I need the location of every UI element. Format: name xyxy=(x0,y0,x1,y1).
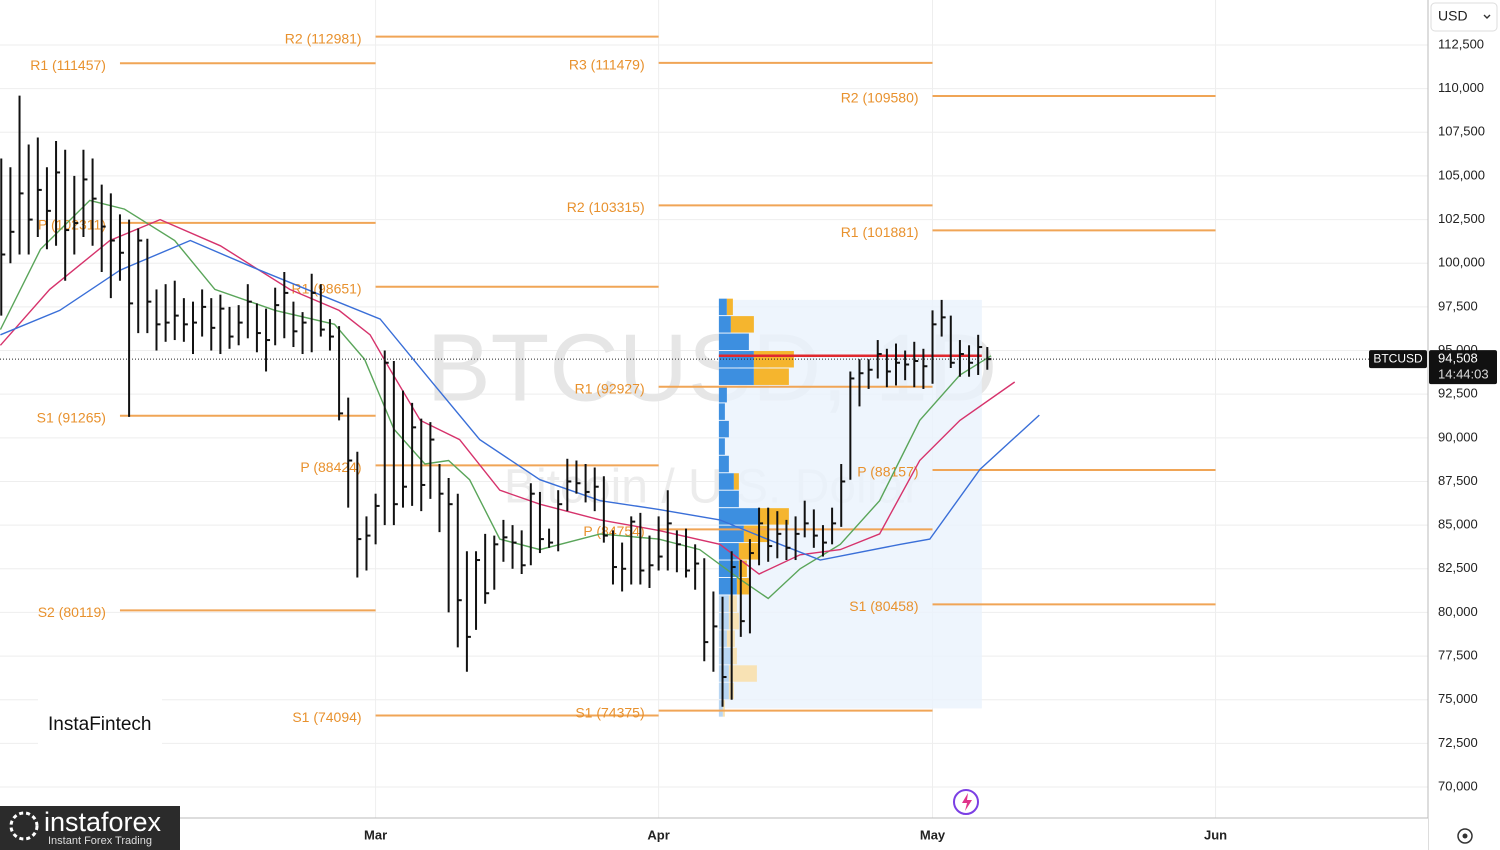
profile-down xyxy=(722,700,725,717)
footer-logo: instaforex xyxy=(44,807,162,837)
logo-box xyxy=(38,686,162,748)
y-tick-label: 90,000 xyxy=(1438,429,1478,444)
profile-up xyxy=(718,368,754,385)
profile-up xyxy=(718,647,731,665)
profile-up xyxy=(718,438,725,455)
profile-up xyxy=(718,455,729,473)
pivot-label: S2 (80119) xyxy=(38,604,106,620)
profile-up xyxy=(718,665,729,682)
pivot-label: P (88424) xyxy=(300,459,361,475)
pivot-label: P (102311) xyxy=(38,217,106,233)
profile-down xyxy=(730,647,737,665)
settings-icon[interactable] xyxy=(1457,828,1473,844)
profile-range xyxy=(718,299,982,709)
x-tick-label: May xyxy=(920,827,946,842)
price-axis-bg xyxy=(1428,0,1500,850)
profile-down xyxy=(726,298,733,316)
y-tick-label: 105,000 xyxy=(1438,167,1485,182)
pivot-label: R2 (103315) xyxy=(567,199,645,215)
pivot-label: R2 (112981) xyxy=(285,30,362,46)
pivot-label: S1 (74375) xyxy=(575,704,644,720)
countdown: 14:44:03 xyxy=(1438,367,1489,382)
y-tick-label: 85,000 xyxy=(1438,517,1478,532)
y-tick-label: 102,500 xyxy=(1438,211,1485,226)
profile-up xyxy=(718,577,737,595)
profile-up xyxy=(718,612,729,630)
profile-up xyxy=(718,351,754,368)
price-tag: 94,508 xyxy=(1438,351,1478,366)
pivot-label: R1 (111457) xyxy=(30,57,106,73)
profile-down xyxy=(728,595,737,612)
x-tick-label: Mar xyxy=(364,827,387,842)
profile-up xyxy=(718,403,725,420)
price-tag-bg xyxy=(1429,350,1497,385)
y-tick-label: 107,500 xyxy=(1438,124,1485,139)
axes: 70,000 72,500 75,000 77,500 80,000 82,500 85,0… xyxy=(364,36,1497,842)
currency-label[interactable]: USD xyxy=(1438,8,1468,24)
profile-up xyxy=(718,700,723,717)
profile-down xyxy=(728,612,739,630)
symbol-tag: BTCUSD xyxy=(1373,351,1423,365)
pivot-label: P (88157) xyxy=(857,464,918,480)
y-tick-label: 75,000 xyxy=(1438,691,1478,706)
profile-up xyxy=(718,508,759,525)
pivot-label: R1 (98651) xyxy=(292,280,362,296)
pivot-label: P (84754) xyxy=(583,523,644,539)
y-tick-label: 97,500 xyxy=(1438,298,1478,313)
y-tick-label: 100,000 xyxy=(1438,255,1485,270)
profile-down xyxy=(730,316,754,333)
profile-down xyxy=(733,473,739,490)
y-tick-label: 82,500 xyxy=(1438,560,1478,575)
profile-down xyxy=(753,368,789,385)
events-bolt xyxy=(962,793,972,811)
profile-up xyxy=(718,682,729,700)
footer-logo-icon xyxy=(9,811,39,841)
profile-up xyxy=(718,560,739,577)
plot-area: R1 (111457) P (102311) S1 (91265) S2 (80119… xyxy=(0,30,1428,725)
y-tick-label: 77,500 xyxy=(1438,648,1478,663)
profile-up xyxy=(718,333,749,351)
logo: InstaFintech xyxy=(48,714,152,735)
symbol-tag-bg xyxy=(1369,350,1427,369)
pivot-label: S1 (91265) xyxy=(37,409,106,425)
pivot-label: R2 (109580) xyxy=(841,90,919,106)
profile-up xyxy=(718,420,729,438)
profile-up xyxy=(718,298,727,316)
profile-up xyxy=(718,385,727,403)
pivot-label: S1 (80458) xyxy=(849,598,918,614)
profile-up xyxy=(718,316,731,333)
pivot-label: R1 (92927) xyxy=(575,380,645,396)
profile-up xyxy=(718,473,734,490)
profile-up xyxy=(718,595,729,612)
y-tick-label: 112,500 xyxy=(1438,36,1484,51)
pivot-label: R1 (101881) xyxy=(841,224,919,240)
y-tick-label: 87,500 xyxy=(1438,473,1478,488)
profile-down xyxy=(738,560,747,577)
profile-down xyxy=(738,543,759,560)
moving-average xyxy=(0,218,1016,575)
x-tick-label: Jun xyxy=(1204,827,1227,842)
settings-icon-dot xyxy=(1462,833,1468,839)
y-tick-label: 92,500 xyxy=(1438,386,1478,401)
profile-down xyxy=(758,508,789,525)
y-tick-label: 72,500 xyxy=(1438,735,1478,750)
currency-select[interactable] xyxy=(1430,2,1498,32)
dropdown-arrow xyxy=(1483,14,1491,19)
profile-down xyxy=(743,525,769,543)
y-tick-label: 80,000 xyxy=(1438,604,1478,619)
y-tick-label: 70,000 xyxy=(1438,778,1478,793)
pivot-label: S1 (74094) xyxy=(292,709,361,725)
moving-average xyxy=(0,199,992,600)
x-tick-label: Apr xyxy=(647,827,669,842)
footer-tagline: Instant Forex Trading xyxy=(48,835,152,847)
moving-average xyxy=(0,239,1040,561)
pivot-label: R3 (111479) xyxy=(569,57,645,73)
profile-up xyxy=(718,490,739,508)
y-tick-label: 110,000 xyxy=(1438,80,1484,95)
time-axis-bg xyxy=(0,818,1428,850)
profile-down xyxy=(728,665,757,682)
